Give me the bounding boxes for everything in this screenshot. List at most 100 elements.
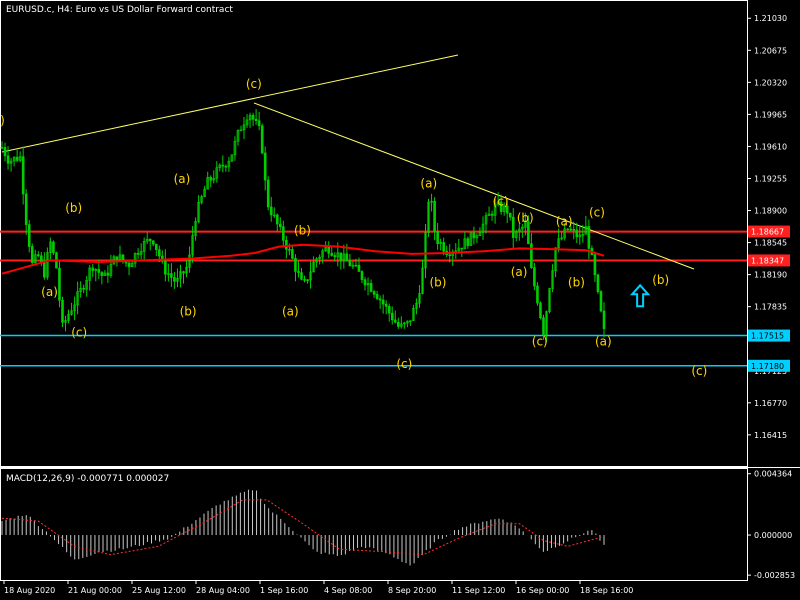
candle-body [318, 256, 321, 260]
candle-body [167, 273, 170, 275]
wave-label: (a) [41, 285, 58, 299]
candle-body [466, 238, 470, 246]
candle-body [82, 287, 85, 290]
price-tick-label: 1.18900 [754, 207, 787, 216]
candle-body [212, 178, 216, 181]
candle-body [303, 279, 306, 281]
candle-body [79, 287, 82, 292]
candle-body [339, 252, 343, 261]
candle-body [511, 216, 515, 238]
candle-body [64, 320, 67, 323]
candle-body [272, 214, 276, 217]
candle-body [85, 280, 89, 290]
candle-body [182, 271, 185, 274]
candle-body [545, 311, 548, 335]
candle-body [139, 251, 143, 255]
candle-body [233, 140, 237, 156]
candle-body [400, 323, 403, 327]
candle-body [472, 232, 476, 239]
candle-body [251, 114, 255, 120]
candle-body [563, 228, 566, 239]
candle-body [279, 223, 282, 228]
upper-trendline[interactable] [1, 54, 459, 153]
price-tick-label: 1.21030 [754, 14, 787, 23]
wave-label: (b) [652, 273, 669, 287]
candle-body [539, 302, 542, 319]
candle-body [15, 156, 19, 161]
candle-body [530, 243, 533, 268]
wave-label: (a) [556, 214, 573, 228]
candle-body [527, 221, 530, 245]
candle-body [115, 256, 119, 261]
candle-body [285, 239, 288, 250]
candle-body [321, 250, 324, 258]
wave-label: (c) [71, 325, 87, 339]
time-tick-label: 1 Sep 16:00 [260, 586, 308, 595]
candle-body [121, 254, 125, 261]
macd-tick-label: 0.004364 [754, 470, 792, 479]
descending-trendline[interactable] [253, 102, 695, 270]
candle-body [266, 179, 270, 208]
candle-body [21, 156, 25, 195]
candle-body [345, 253, 349, 262]
candle-body [76, 291, 79, 306]
candle-body [206, 177, 210, 190]
up-arrow-shape [629, 283, 651, 308]
level-badge [748, 329, 790, 342]
candle-body [330, 252, 334, 256]
candle-body [30, 246, 34, 263]
candle-body [97, 268, 101, 273]
candle-body [508, 212, 512, 218]
price-badges: 1.18667 1.18347 1.17515 1.17180 [748, 225, 790, 372]
candle-body [315, 258, 318, 263]
wave-label: (a) [595, 334, 612, 348]
candle-body [224, 165, 228, 168]
candle-body [0, 147, 4, 149]
price-tick-label: 1.16770 [754, 399, 787, 408]
time-axis: 18 Aug 2020 21 Aug 00:00 25 Aug 12:00 28 Au… [3, 580, 633, 595]
candle-body [578, 234, 582, 238]
candle-body [327, 246, 331, 254]
price-tick-label: 1.19255 [754, 174, 787, 183]
trendlines[interactable] [1, 54, 695, 270]
candle-body [424, 232, 427, 269]
up-arrow-icon [629, 283, 651, 308]
candle-body [351, 264, 355, 267]
candle-body [384, 303, 388, 307]
wave-label: (c) [246, 77, 262, 91]
candle-body [194, 221, 197, 236]
candle-body [542, 317, 545, 335]
candle-body [161, 255, 164, 260]
candle-body [164, 258, 167, 275]
price-tick-label: 1.16415 [754, 431, 787, 440]
candle-body [73, 304, 76, 312]
candle-body [427, 201, 430, 233]
candle-body [406, 320, 409, 324]
candle-body [297, 270, 300, 273]
price-tick-label: 1.19965 [754, 110, 787, 119]
candle-body [390, 312, 394, 321]
candle-body [173, 277, 176, 282]
wave-label: (a) [420, 176, 437, 190]
candle-body [106, 272, 110, 276]
candle-body [170, 273, 173, 278]
candle-body [88, 267, 92, 281]
candle-body [366, 283, 370, 286]
candle-body [91, 267, 95, 271]
candle-body [300, 272, 303, 280]
price-tick-label: 1.18545 [754, 239, 787, 248]
candle-body [548, 288, 551, 312]
candle-body [460, 247, 464, 250]
candle-body [348, 260, 352, 267]
candle-body [61, 299, 64, 323]
candle-body [242, 124, 246, 131]
macd-panel-frame [0, 468, 748, 581]
candle-body [533, 267, 536, 287]
candle-body [176, 278, 179, 282]
candle-body [430, 200, 433, 203]
candle-body [412, 307, 415, 321]
wave-label: (a) [511, 265, 528, 279]
macd-axis: 0.004364 0.000000 -0.002853 [747, 470, 795, 580]
candle-body [275, 214, 279, 225]
